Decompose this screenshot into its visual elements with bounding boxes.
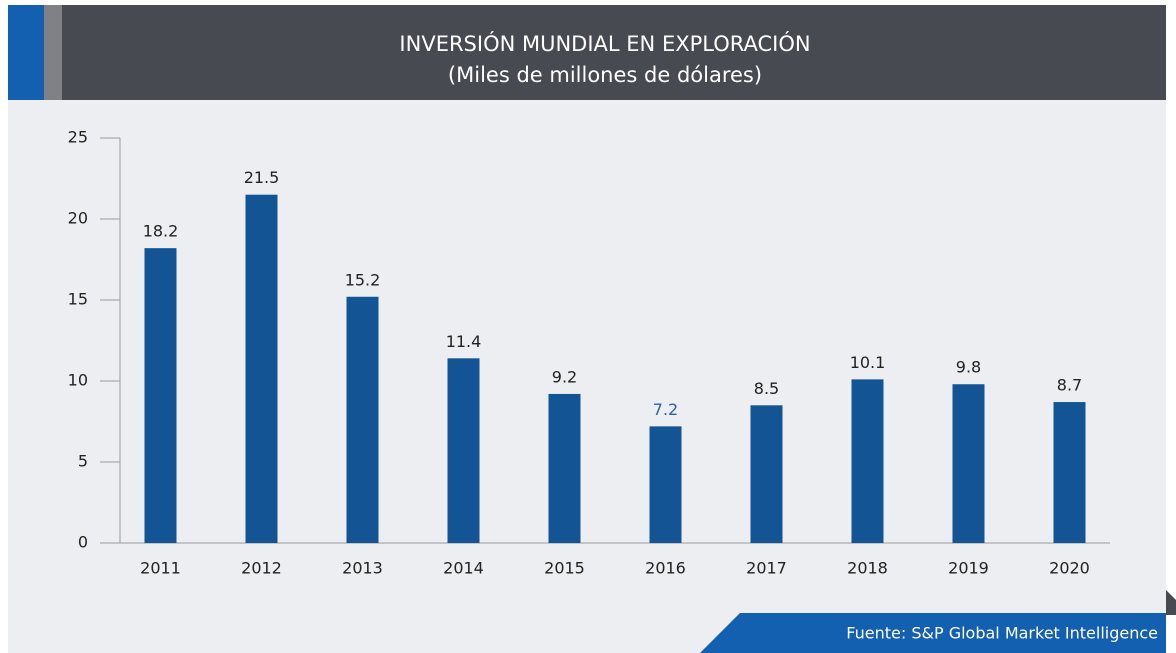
y-tick-label: 15 (68, 290, 88, 309)
value-label: 8.5 (754, 379, 779, 398)
value-label: 9.2 (552, 367, 577, 386)
value-label: 21.5 (244, 168, 280, 187)
x-tick-label: 2015 (544, 559, 585, 578)
chart-background (8, 100, 1166, 653)
bar (346, 296, 379, 543)
x-tick-label: 2012 (241, 559, 282, 578)
bar (1053, 402, 1086, 543)
value-label: 7.2 (653, 400, 678, 419)
header (8, 5, 1166, 100)
bar (952, 384, 985, 543)
corner-triangle (1166, 590, 1176, 615)
x-tick-label: 2011 (140, 559, 181, 578)
x-tick-label: 2018 (847, 559, 888, 578)
x-tick-label: 2013 (342, 559, 383, 578)
value-label: 11.4 (446, 332, 482, 351)
bar (750, 405, 783, 543)
source: Fuente: S&P Global Market Intelligence (846, 624, 1158, 643)
bar (144, 248, 177, 543)
bar (851, 379, 884, 543)
bar (447, 358, 480, 543)
chart-subtitle: (Miles de millones de dólares) (448, 63, 762, 87)
value-label: 8.7 (1057, 376, 1082, 395)
y-tick-label: 20 (68, 209, 88, 228)
value-label: 9.8 (956, 358, 981, 377)
header-accent-gray (44, 5, 62, 100)
source-band (700, 613, 1166, 653)
x-tick-label: 2017 (746, 559, 787, 578)
y-tick-label: 10 (68, 371, 88, 390)
bar (649, 426, 682, 543)
y-tick-label: 0 (78, 533, 88, 552)
value-label: 18.2 (143, 222, 179, 241)
bar (245, 194, 278, 543)
bar (548, 393, 581, 543)
x-tick-label: 2014 (443, 559, 484, 578)
value-label: 15.2 (345, 270, 381, 289)
y-tick-label: 25 (68, 128, 88, 147)
x-tick-label: 2019 (948, 559, 989, 578)
y-tick-label: 5 (78, 452, 88, 471)
chart-title: INVERSIÓN MUNDIAL EN EXPLORACIÓN (399, 31, 810, 56)
header-accent-blue (8, 5, 44, 100)
x-tick-label: 2016 (645, 559, 686, 578)
value-label: 10.1 (850, 353, 886, 372)
x-tick-label: 2020 (1049, 559, 1090, 578)
